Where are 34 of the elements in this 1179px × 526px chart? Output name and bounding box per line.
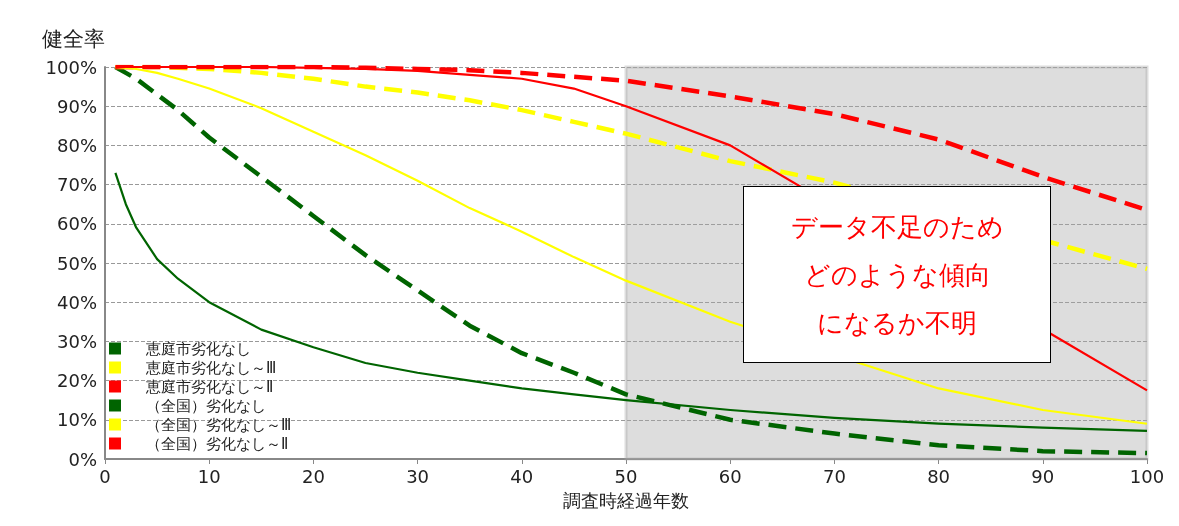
legend-label: （全国）劣化なし～Ⅲ xyxy=(146,415,292,434)
x-tick-label: 40 xyxy=(510,465,534,487)
x-tick-label: 30 xyxy=(406,465,430,487)
y-tick-label: 30% xyxy=(56,330,97,352)
legend-label: （全国）劣化なし～Ⅱ xyxy=(146,434,289,453)
annotation: どのような傾向 xyxy=(803,258,991,292)
x-tick-label: 20 xyxy=(301,465,325,487)
x-tick-label: 70 xyxy=(822,465,846,487)
x-tick-label: 0 xyxy=(99,465,111,487)
y-tick-label: 0% xyxy=(68,448,97,470)
x-tick-label: 10 xyxy=(197,465,221,487)
y-tick-label: 90% xyxy=(56,95,97,117)
y-tick-label: 100% xyxy=(45,56,97,78)
legend-label: 恵庭市劣化なし xyxy=(145,339,251,358)
y-tick-label: 70% xyxy=(56,174,97,196)
y-tick-label: 50% xyxy=(56,252,97,274)
y-tick-label: 10% xyxy=(56,409,97,431)
annotation: になるか不明 xyxy=(817,306,977,340)
x-tick-label: 90 xyxy=(1031,465,1055,487)
x-tick-label: 50 xyxy=(614,465,638,487)
y-axis-title: 健全率 xyxy=(42,26,105,51)
x-tick-label: 100 xyxy=(1129,465,1165,487)
legend-label: 恵庭市劣化なし～Ⅱ xyxy=(145,377,274,396)
legend-label: 恵庭市劣化なし～Ⅲ xyxy=(145,358,277,377)
text-box: データ不足のため どのような傾向 になるか不明 xyxy=(743,186,1051,363)
x-axis-title: 調査時経過年数 xyxy=(563,489,689,511)
annotation: データ不足のため xyxy=(790,210,1004,244)
x-tick-label: 80 xyxy=(927,465,951,487)
y-tick-label: 20% xyxy=(56,370,97,392)
y-tick-label: 40% xyxy=(56,291,97,313)
y-tick-label: 80% xyxy=(56,134,97,156)
y-tick-label: 60% xyxy=(56,213,97,235)
x-tick-label: 60 xyxy=(718,465,742,487)
legend-label: （全国）劣化なし xyxy=(146,396,266,415)
